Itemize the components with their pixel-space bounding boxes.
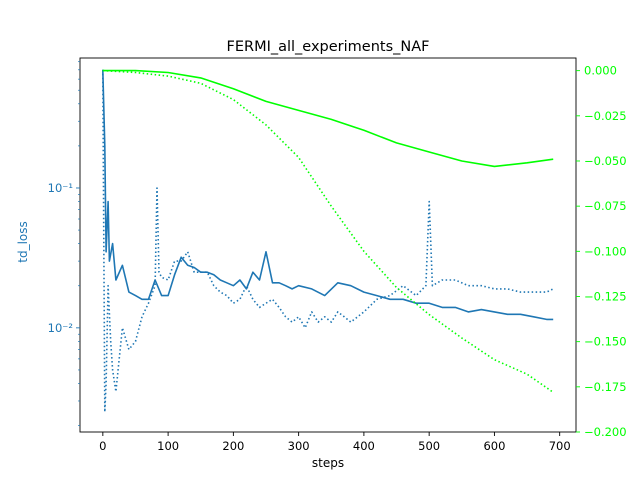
y-right-tick-label: −0.075	[584, 199, 627, 213]
x-axis-label: steps	[312, 456, 344, 470]
series-left-solid-line	[102, 69, 554, 321]
y-right-tick-label: −0.025	[584, 109, 627, 123]
y-axis-left-label: td_loss	[16, 221, 30, 263]
axes: 0 100 200 300 400 500 600 700 10⁻¹ 10⁻² 0.000 −0.02…	[48, 61, 627, 453]
x-tick-label: 400	[353, 439, 375, 453]
series-right-solid-line	[102, 69, 554, 168]
x-tick-label: 700	[549, 439, 571, 453]
x-tick-label: 600	[483, 439, 505, 453]
y-right-tick-label: −0.150	[584, 335, 627, 349]
y-right-tick-label: 0.000	[584, 64, 617, 78]
x-tick-label: 500	[418, 439, 440, 453]
x-tick-label: 200	[222, 439, 244, 453]
y-right-tick-label: −0.100	[584, 244, 627, 258]
x-tick-label: 0	[99, 439, 106, 453]
y-right-tick-label: −0.175	[584, 380, 627, 394]
x-tick-label: 300	[288, 439, 310, 453]
y-left-tick-label: 10⁻²	[48, 321, 73, 335]
x-tick-label: 100	[157, 439, 179, 453]
y-left-tick-label: 10⁻¹	[48, 181, 73, 195]
plot-frame	[79, 57, 577, 433]
chart-title: FERMI_all_experiments_NAF	[227, 39, 430, 55]
series-right-dotted-line	[102, 69, 554, 393]
y-right-tick-label: −0.200	[584, 425, 627, 439]
y-right-tick-label: −0.050	[584, 154, 627, 168]
plot-area	[102, 69, 554, 413]
y-right-tick-label: −0.125	[584, 289, 627, 303]
series-left-dotted-line	[102, 69, 554, 413]
